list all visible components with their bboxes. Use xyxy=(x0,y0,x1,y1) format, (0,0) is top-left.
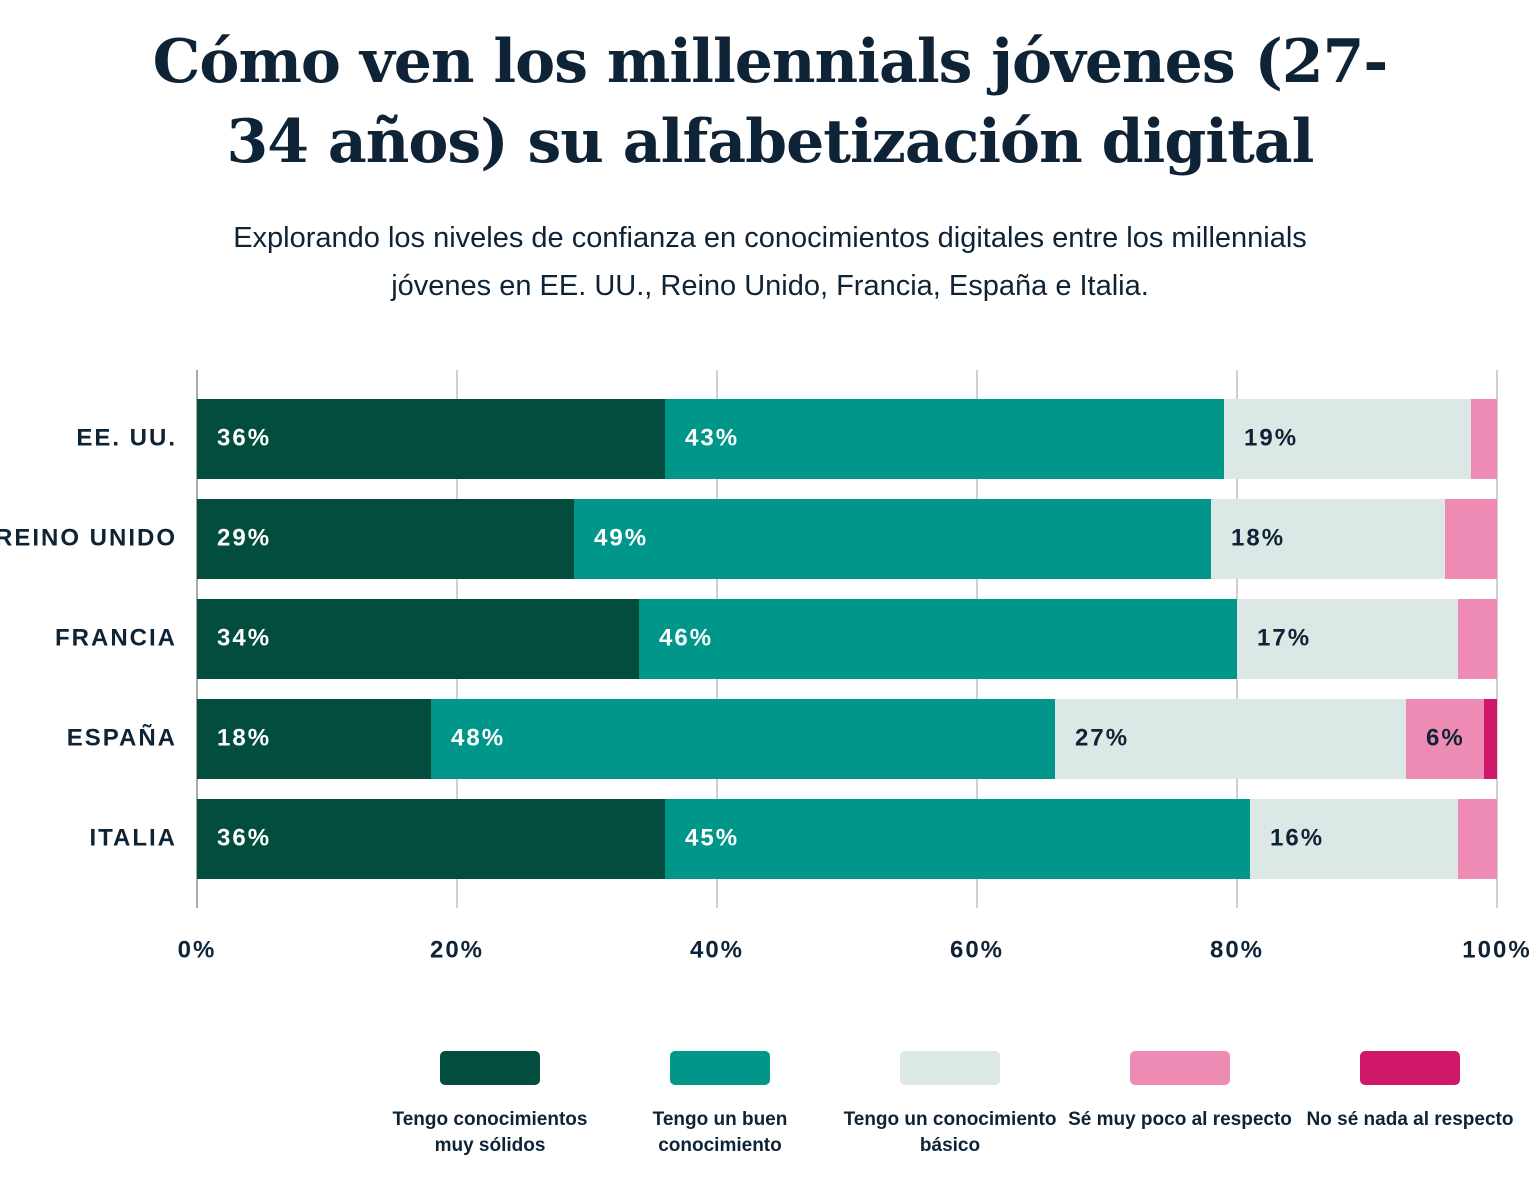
legend-item: Tengo conocimientos muy sólidos xyxy=(375,1051,605,1159)
legend-swatch xyxy=(1360,1051,1460,1085)
data-label: 18% xyxy=(217,724,271,751)
x-tick-label: 60% xyxy=(950,936,1004,963)
legend-swatch xyxy=(440,1051,540,1085)
bar-segment xyxy=(1458,599,1497,679)
bar-segment xyxy=(1484,699,1497,779)
y-tick-label: FRANCIA xyxy=(55,624,177,651)
bar-segment xyxy=(1406,699,1484,779)
data-label: 43% xyxy=(685,424,739,451)
data-label: 19% xyxy=(1244,424,1298,451)
bar-segment xyxy=(574,499,1211,579)
x-tick-label: 0% xyxy=(178,936,217,963)
bar-segment xyxy=(197,399,665,479)
bar-segment xyxy=(665,399,1224,479)
data-label: 45% xyxy=(685,824,739,851)
y-tick-label: ITALIA xyxy=(89,824,177,851)
data-label: 34% xyxy=(217,624,271,651)
chart: 0% 20% 40% 60% 80% 100% EE. UU. 36% 43% 19% REINO … xyxy=(0,370,1531,963)
legend-swatch xyxy=(900,1051,1000,1085)
bar-segment xyxy=(197,799,665,879)
data-label: 46% xyxy=(659,624,713,651)
legend-item: Sé muy poco al respecto xyxy=(1065,1051,1295,1133)
bar-segment xyxy=(197,499,574,579)
chart-title: Cómo ven los millennials jóvenes (27-34 … xyxy=(152,27,1389,177)
x-tick-label: 40% xyxy=(690,936,744,963)
y-tick-label: EE. UU. xyxy=(76,424,177,451)
bar-segment xyxy=(1458,799,1497,879)
bar-segment xyxy=(665,799,1250,879)
data-label: 29% xyxy=(217,524,271,551)
data-label: 17% xyxy=(1257,624,1311,651)
x-tick-label: 100% xyxy=(1462,936,1531,963)
legend-label: No sé nada al respecto xyxy=(1306,1109,1514,1130)
y-tick-label: REINO UNIDO xyxy=(0,524,177,551)
legend-label: Tengo conocimientos muy sólidos xyxy=(392,1109,588,1156)
data-label: 49% xyxy=(594,524,648,551)
bar-segment xyxy=(197,599,639,679)
data-label: 16% xyxy=(1270,824,1324,851)
x-tick-label: 80% xyxy=(1210,936,1264,963)
y-tick-label: ESPAÑA xyxy=(67,723,177,751)
legend-label: Tengo un conocimiento básico xyxy=(843,1109,1057,1156)
bar-segment xyxy=(1471,399,1497,479)
legend-swatch xyxy=(1130,1051,1230,1085)
data-label: 27% xyxy=(1075,724,1129,751)
bar-segment xyxy=(1211,499,1445,579)
bar-segment xyxy=(639,599,1237,679)
bar-segment xyxy=(1250,799,1458,879)
legend-item: No sé nada al respecto xyxy=(1295,1051,1525,1133)
bar-segment xyxy=(197,699,431,779)
bar-segment xyxy=(1445,499,1497,579)
legend-item: Tengo un buen conocimiento xyxy=(605,1051,835,1159)
legend-label: Tengo un buen conocimiento xyxy=(652,1109,788,1156)
chart-subtitle: Explorando los niveles de confianza en c… xyxy=(233,222,1307,302)
data-label: 6% xyxy=(1426,724,1465,751)
data-label: 36% xyxy=(217,824,271,851)
legend-label: Sé muy poco al respecto xyxy=(1068,1109,1292,1130)
bar-segment xyxy=(431,699,1055,779)
bar-segment xyxy=(1055,699,1406,779)
data-label: 18% xyxy=(1231,524,1285,551)
x-tick-label: 20% xyxy=(430,936,484,963)
data-label: 36% xyxy=(217,424,271,451)
legend-swatch xyxy=(670,1051,770,1085)
bar-segment xyxy=(1237,599,1458,679)
bar-segment xyxy=(1224,399,1471,479)
data-label: 48% xyxy=(451,724,505,751)
legend-item: Tengo un conocimiento básico xyxy=(835,1051,1065,1159)
